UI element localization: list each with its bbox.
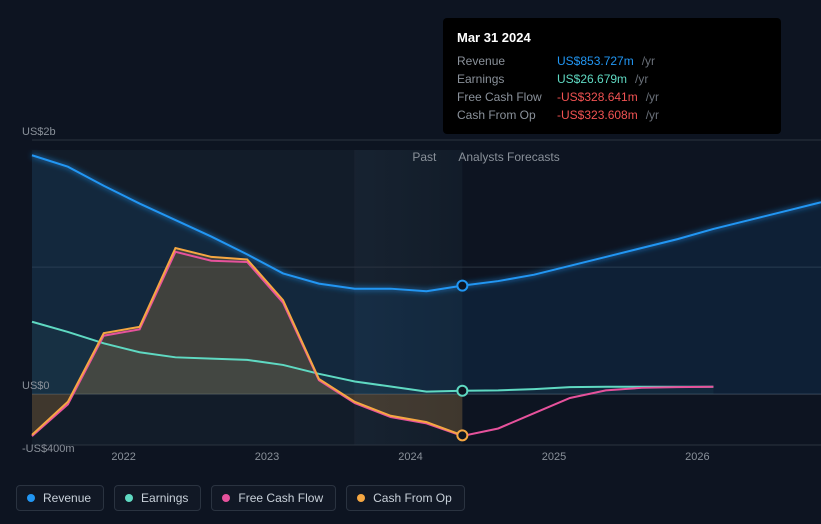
section-label-past: Past [412,150,436,164]
legend-dot [27,494,35,502]
marker-earnings [457,386,467,396]
chart-tooltip: Mar 31 2024 RevenueUS$853.727m/yrEarning… [443,18,781,134]
legend-item-fcf[interactable]: Free Cash Flow [211,485,336,511]
marker-cfo [457,430,467,440]
chart-legend: Revenue Earnings Free Cash Flow Cash From O… [16,485,465,511]
legend-label: Revenue [43,491,91,505]
tooltip-metric-value: -US$323.608m [557,106,638,124]
tooltip-metric-unit: /yr [642,52,655,70]
legend-item-earnings[interactable]: Earnings [114,485,201,511]
x-axis-label: 2026 [685,451,709,463]
legend-item-revenue[interactable]: Revenue [16,485,104,511]
marker-revenue [457,281,467,291]
tooltip-metric-unit: /yr [646,106,659,124]
legend-label: Cash From Op [373,491,452,505]
tooltip-metric-value: US$26.679m [557,70,627,88]
tooltip-metric-name: Free Cash Flow [457,88,549,106]
x-axis-label: 2022 [111,451,135,463]
legend-dot [125,494,133,502]
x-axis-label: 2025 [542,451,566,463]
tooltip-metric-name: Revenue [457,52,549,70]
y-axis-label: US$2b [22,126,56,138]
y-axis-label: -US$400m [22,443,75,455]
tooltip-row: Free Cash Flow -US$328.641m/yr [457,88,767,106]
legend-label: Free Cash Flow [238,491,323,505]
tooltip-metric-unit: /yr [646,88,659,106]
tooltip-metric-name: Cash From Op [457,106,549,124]
tooltip-row: Cash From Op -US$323.608m/yr [457,106,767,124]
section-label-forecast: Analysts Forecasts [458,150,559,164]
legend-dot [222,494,230,502]
tooltip-metric-value: US$853.727m [557,52,634,70]
legend-item-cfo[interactable]: Cash From Op [346,485,465,511]
tooltip-metric-value: -US$328.641m [557,88,638,106]
tooltip-date: Mar 31 2024 [457,28,767,48]
tooltip-metric-name: Earnings [457,70,549,88]
y-axis-label: US$0 [22,380,50,392]
x-axis-label: 2024 [398,451,422,463]
legend-label: Earnings [141,491,188,505]
tooltip-row: Earnings US$26.679m/yr [457,70,767,88]
tooltip-metric-unit: /yr [635,70,648,88]
legend-dot [357,494,365,502]
x-axis-label: 2023 [255,451,279,463]
tooltip-row: Revenue US$853.727m/yr [457,52,767,70]
